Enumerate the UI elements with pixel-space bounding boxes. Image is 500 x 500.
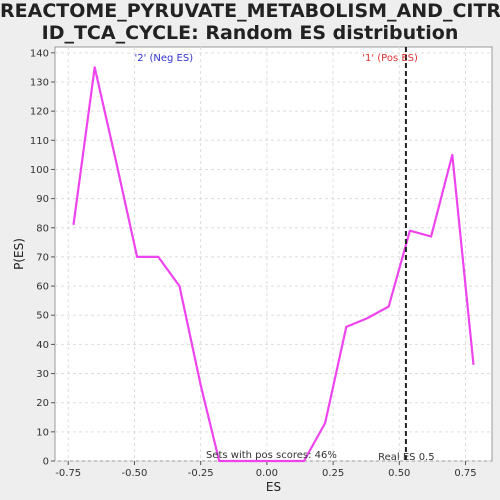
x-tick-label: 0.00: [256, 468, 278, 479]
x-tick-label: -0.50: [122, 468, 148, 479]
y-tick-label: 120: [30, 107, 49, 118]
y-tick-label: 70: [36, 252, 49, 263]
y-axis-label: P(ES): [12, 238, 26, 270]
x-tick-label: -0.25: [188, 468, 214, 479]
grid-lines: [55, 47, 492, 462]
y-tick-label: 50: [36, 311, 49, 322]
y-tick-label: 90: [36, 194, 49, 205]
y-tick-label: 0: [43, 457, 49, 468]
y-axis-ticks: 0 10 20 30 40 50 60 70 80 90 100 110 120 130 140: [30, 48, 55, 468]
chart-title-line-2: ID_TCA_CYCLE: Random ES distribution: [41, 22, 459, 44]
y-tick-label: 20: [36, 398, 49, 409]
chart-title: REACTOME_PYRUVATE_METABOLISM_AND_CITRIC_…: [0, 0, 500, 44]
y-tick-label: 130: [30, 77, 49, 88]
chart-title-line-1: REACTOME_PYRUVATE_METABOLISM_AND_CITRIC_…: [0, 0, 500, 22]
y-tick-label: 140: [30, 48, 49, 59]
y-tick-label: 80: [36, 223, 49, 234]
x-tick-label: 0.50: [388, 468, 410, 479]
y-tick-label: 110: [30, 136, 49, 147]
real-es-label: Real ES 0.5: [378, 452, 434, 463]
neg-es-label: '2' (Neg ES): [134, 53, 193, 64]
x-axis-label: ES: [266, 480, 281, 494]
pos-scores-annotation: Sets with pos scores: 46%: [206, 450, 337, 461]
x-axis-ticks: -0.75 -0.50 -0.25 0.00 0.25 0.50 0.75: [55, 461, 477, 479]
x-tick-label: 0.75: [454, 468, 476, 479]
pos-es-label: '1' (Pos ES): [362, 53, 418, 64]
y-tick-label: 40: [36, 340, 49, 351]
x-tick-label: -0.75: [55, 468, 81, 479]
x-tick-label: 0.25: [322, 468, 344, 479]
y-tick-label: 10: [36, 427, 49, 438]
plot-area: [54, 46, 493, 462]
y-tick-label: 100: [30, 165, 49, 176]
y-tick-label: 30: [36, 369, 49, 380]
y-tick-label: 60: [36, 282, 49, 293]
